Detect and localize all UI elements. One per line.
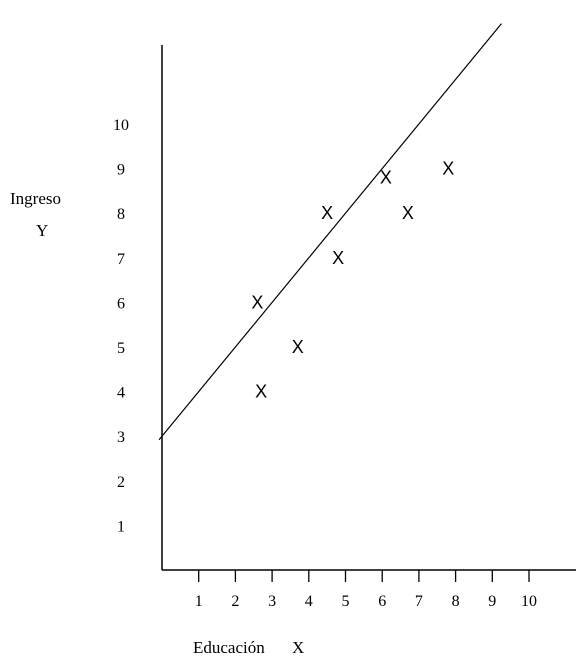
- data-point: X: [321, 203, 333, 223]
- y-axis-symbol: Y: [36, 221, 48, 240]
- y-ticks: 1 2 3 4 5 6 7 8 9 10: [113, 117, 129, 535]
- y-tick-label: 3: [117, 429, 125, 446]
- x-tick-label: 1: [195, 593, 203, 610]
- x-axis-title: Educación: [193, 638, 265, 657]
- x-tick-label: 3: [268, 593, 276, 610]
- x-tick-label: 4: [305, 593, 313, 610]
- y-tick-label: 10: [113, 117, 129, 134]
- y-tick-label: 5: [117, 340, 125, 357]
- data-point: X: [251, 292, 263, 312]
- x-tick-label: 8: [452, 593, 460, 610]
- data-point: X: [442, 159, 454, 179]
- x-tick-label: 2: [231, 593, 239, 610]
- y-tick-label: 2: [117, 474, 125, 491]
- y-tick-label: 6: [117, 295, 125, 312]
- x-tick-label: 6: [378, 593, 386, 610]
- x-tick-label: 5: [342, 593, 350, 610]
- y-axis-title: Ingreso: [10, 189, 61, 208]
- x-axis-symbol: X: [292, 638, 304, 657]
- y-tick-label: 1: [117, 518, 125, 535]
- y-tick-label: 4: [117, 385, 125, 402]
- x-ticks: 1 2 3 4 5 6 7 8 9 10: [195, 570, 537, 610]
- x-tick-label: 7: [415, 593, 423, 610]
- data-point: X: [292, 337, 304, 357]
- y-tick-label: 8: [117, 206, 125, 223]
- x-tick-label: 10: [521, 593, 537, 610]
- data-point: X: [402, 203, 414, 223]
- data-point: X: [332, 248, 344, 268]
- regression-line: [158, 23, 502, 441]
- x-tick-label: 9: [488, 593, 496, 610]
- y-tick-label: 9: [117, 162, 125, 179]
- data-point: X: [255, 382, 267, 402]
- data-point: X: [380, 168, 392, 188]
- y-tick-label: 7: [117, 251, 125, 268]
